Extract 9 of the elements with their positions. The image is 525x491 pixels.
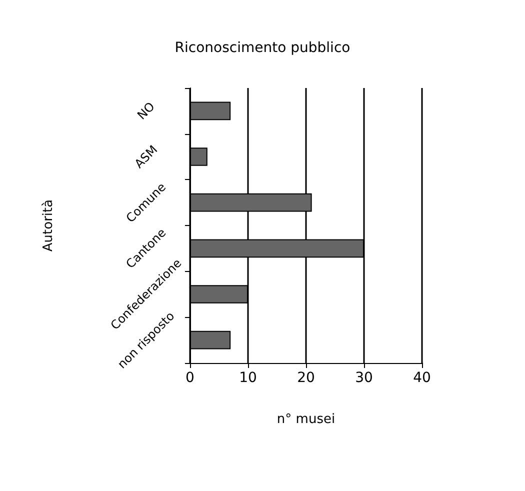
- x-tick-label: 40: [413, 370, 431, 386]
- chart-title: Riconoscimento pubblico: [174, 40, 350, 56]
- x-tick-label: 0: [186, 370, 194, 386]
- y-tick-label: NO: [134, 99, 158, 122]
- y-axis-title: Autorità: [41, 199, 56, 252]
- x-tick-label: 20: [297, 370, 315, 386]
- x-tick-label: 30: [355, 370, 373, 386]
- x-tick-label: 10: [239, 370, 257, 386]
- x-axis-title: n° musei: [276, 412, 336, 427]
